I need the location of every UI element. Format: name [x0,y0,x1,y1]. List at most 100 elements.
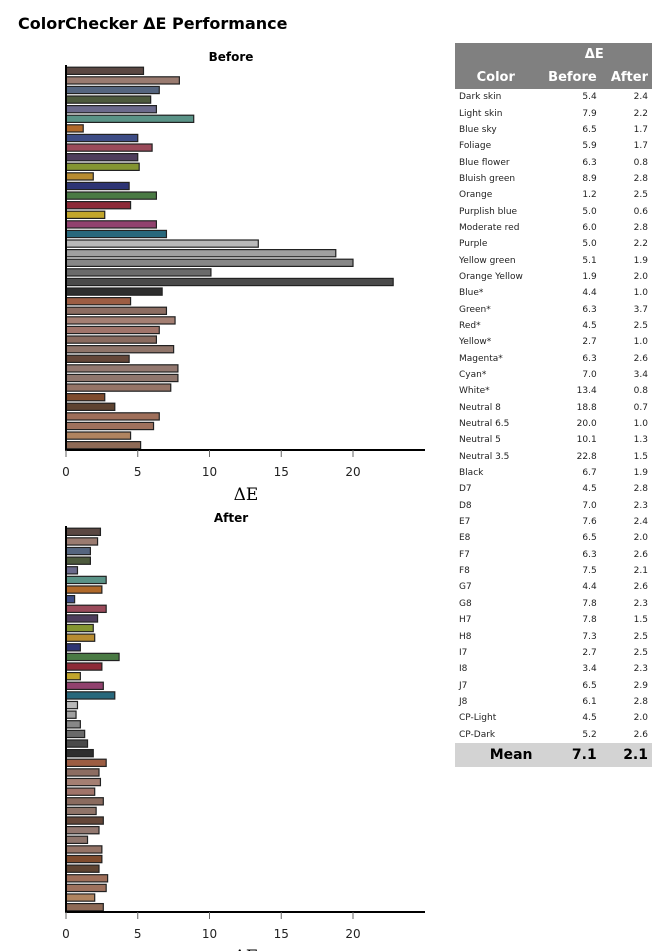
mean-after: 2.1 [600,742,652,767]
table-row: Magenta* 6.3 2.6 [455,351,652,367]
cell-after: 1.0 [633,337,648,348]
table-row: Blue sky 6.5 1.7 [455,122,652,138]
x-tick-label: 10 [202,465,217,479]
bar-neutral-3-5 [65,277,394,287]
cell-after: 2.2 [633,108,648,119]
cell-name: G8 [459,598,472,609]
cell-after: 2.8 [633,484,648,495]
cell-after: 2.0 [633,271,648,282]
table-row: G8 7.8 2.3 [455,596,652,612]
cell-after: 2.5 [633,190,648,201]
table-row: Red* 4.5 2.5 [455,318,652,334]
x-tick-label: 20 [345,465,360,479]
cell-after: 0.7 [633,402,648,413]
cell-name: Purplish blue [459,206,518,217]
x-tick-label: 15 [274,927,289,941]
cell-before: 4.4 [582,288,597,299]
bar-d8 [65,306,168,316]
cell-after: 2.8 [633,696,648,707]
bar-white- [65,700,79,710]
bar-white- [65,239,259,248]
cell-after: 2.2 [633,239,648,250]
table-row: H8 7.3 2.5 [455,628,652,644]
cell-name: D8 [459,500,472,511]
header-spacer [455,43,537,66]
cell-before: 20.0 [576,419,597,430]
x-tick-label: 5 [134,465,142,479]
bar-purple [65,153,139,162]
bar-dark-skin [65,66,145,75]
cell-after: 0.6 [633,206,648,217]
cell-name: G7 [459,582,472,593]
bar-purple [65,614,99,623]
cell-name: Blue* [459,288,484,299]
cell-before: 5.4 [582,92,597,103]
cell-name: Neutral 8 [459,402,501,413]
cell-name: Foliage [459,141,492,152]
table-row: F7 6.3 2.6 [455,547,652,563]
bar-j7 [65,412,160,421]
cell-before: 5.0 [582,206,597,217]
cell-after: 0.8 [633,157,648,168]
delta-e-table: ΔE Color Before After Dark skin 5.4 2.4 Light… [455,43,652,767]
cell-before: 6.3 [582,549,597,560]
cell-before: 7.8 [582,598,597,609]
cell-after: 2.3 [633,598,648,609]
cell-name: Neutral 5 [459,435,501,446]
bar-black [65,287,163,296]
cell-before: 7.5 [582,566,597,577]
cell-before: 5.0 [582,239,597,250]
bar-cp-dark [65,902,104,912]
page-title: ColorChecker ΔE Performance [18,14,288,33]
cell-before: 6.3 [582,304,597,315]
cell-before: 18.8 [576,402,597,413]
cell-name: Light skin [459,108,503,119]
cell-after: 1.9 [633,468,648,479]
cell-after: 2.5 [633,631,648,642]
bar-i8 [65,864,100,873]
x-tick-label: 15 [274,465,289,479]
bar-f7 [65,797,104,806]
bar-red- [65,201,132,210]
cell-before: 4.5 [582,320,597,331]
cell-before: 13.4 [576,386,597,397]
table-row: Orange 1.2 2.5 [455,187,652,203]
cell-name: Blue flower [459,157,510,168]
bar-j8 [65,421,155,431]
bar-neutral-6-5 [65,258,354,268]
table-row: Light skin 7.9 2.2 [455,105,652,121]
cell-after: 1.7 [633,124,648,135]
chart-title: Before [209,50,254,64]
cell-before: 5.2 [582,729,597,740]
cell-before: 3.4 [582,664,597,675]
cell-after: 2.9 [633,680,648,691]
cell-after: 2.6 [633,582,648,593]
cell-name: Red* [459,320,481,331]
bar-purplish-blue [65,133,139,143]
x-tick-label: 0 [62,927,70,941]
bar-green- [65,191,158,200]
bar-blue- [65,181,130,191]
bar-j7 [65,874,109,883]
cell-before: 5.9 [582,141,597,152]
x-tick-label: 10 [202,927,217,941]
bar-blue-flower [65,104,158,114]
cell-name: J7 [459,680,468,691]
cell-name: CP-Dark [459,729,496,740]
chart-title: After [214,511,248,525]
bar-yellow- [65,671,81,681]
bar-magenta- [65,220,158,229]
cell-before: 7.3 [582,631,597,642]
bar-e8 [65,325,160,335]
bar-e7 [65,777,102,787]
table-row: Cyan* 7.0 3.4 [455,367,652,383]
cell-name: D7 [459,484,472,495]
table-row: Bluish green 8.9 2.8 [455,171,652,187]
cell-after: 2.6 [633,353,648,364]
bar-neutral-8 [65,710,77,719]
bar-i7 [65,393,106,402]
chart-after: After 0 5 10 15 20 ΔE [62,511,425,951]
table-row: Purplish blue 5.0 0.6 [455,203,652,219]
table-row: I7 2.7 2.5 [455,645,652,661]
table-row: Black 6.7 1.9 [455,465,652,481]
